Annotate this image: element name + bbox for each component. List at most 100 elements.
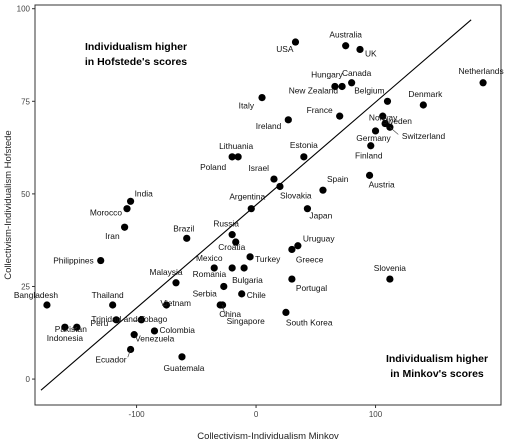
point-label-italy: Italy bbox=[239, 101, 255, 111]
point-label-netherlands: Netherlands bbox=[458, 66, 503, 76]
point-netherlands bbox=[479, 79, 487, 87]
leader-line-trinidad-and-tobago bbox=[132, 319, 142, 322]
y-axis-title: Collectivism-Individualism Hofstede bbox=[3, 130, 14, 279]
point-philippines bbox=[97, 256, 105, 265]
point-label-ecuador: Ecuador bbox=[95, 354, 126, 364]
plot-panel bbox=[34, 4, 502, 406]
point-poland bbox=[228, 153, 236, 161]
point-label-croatia: Croatia bbox=[218, 242, 245, 252]
point-label-usa: USA bbox=[276, 44, 294, 54]
point-label-switzerland: Switzerland bbox=[402, 131, 446, 141]
point-label-peru: Peru bbox=[91, 318, 109, 328]
point-label-venezuela: Venezuela bbox=[135, 334, 174, 344]
point-label-trinidad-and-tobago: Trinidad and Tobago bbox=[91, 314, 167, 324]
point-label-colombia: Colombia bbox=[159, 325, 195, 335]
y-tick-label: 75 bbox=[21, 97, 30, 106]
point-label-singapore: Singapore bbox=[227, 316, 266, 326]
point-portugal bbox=[288, 275, 296, 283]
point-label-sweden: Sweden bbox=[382, 116, 413, 126]
point-label-greece: Greece bbox=[296, 254, 324, 264]
point-morocco bbox=[123, 205, 131, 213]
point-label-morocco: Morocco bbox=[90, 208, 122, 218]
x-axis-title: Collectivism-Individualism Minkov bbox=[197, 431, 339, 442]
point-uk bbox=[356, 45, 364, 54]
x-axis: -100 0 100 bbox=[129, 405, 383, 419]
point-bangladesh bbox=[43, 301, 51, 309]
point-sweden bbox=[379, 112, 387, 120]
point-ireland bbox=[284, 116, 292, 124]
point-indonesia bbox=[61, 323, 69, 331]
annotation-hofstede-higher: Individualism higher in Hofstede's scores bbox=[85, 41, 187, 68]
point-label-chile: Chile bbox=[247, 290, 266, 300]
point-label-bulgaria: Bulgaria bbox=[232, 275, 263, 285]
y-tick-label: 0 bbox=[26, 375, 31, 384]
point-label-romania: Romania bbox=[193, 269, 227, 279]
point-france bbox=[336, 112, 344, 120]
point-label-uruguay: Uruguay bbox=[303, 234, 335, 244]
point-label-philippines: Philippines bbox=[53, 256, 94, 266]
point-denmark bbox=[419, 101, 427, 109]
y-tick-label: 50 bbox=[21, 190, 30, 199]
leader-line-singapore bbox=[222, 304, 226, 317]
point-austria bbox=[365, 171, 374, 179]
point-bulgaria bbox=[240, 264, 248, 272]
point-romania bbox=[228, 264, 236, 272]
point-label-slovakia: Slovakia bbox=[280, 190, 312, 200]
point-label-japan: Japan bbox=[309, 211, 332, 221]
point-south-korea bbox=[282, 308, 290, 317]
point-label-indonesia: Indonesia bbox=[47, 333, 84, 343]
point-canada bbox=[348, 79, 356, 87]
point-argentina bbox=[247, 205, 255, 213]
point-italy bbox=[258, 93, 266, 102]
x-tick-label: -100 bbox=[129, 410, 146, 419]
point-label-austria: Austria bbox=[369, 179, 395, 189]
point-serbia bbox=[220, 282, 228, 291]
point-thailand bbox=[109, 301, 117, 309]
point-lithuania bbox=[234, 153, 242, 161]
point-label-bangladesh: Bangladesh bbox=[14, 290, 59, 300]
point-greece bbox=[288, 245, 296, 254]
point-finland bbox=[367, 142, 375, 150]
point-label-belgium: Belgium bbox=[354, 85, 384, 95]
leader-line-ecuador bbox=[127, 349, 131, 358]
point-new-zealand bbox=[338, 82, 346, 91]
point-label-china: China bbox=[219, 309, 241, 319]
annotation-minkov-higher: Individualism higher in Minkov's scores bbox=[386, 353, 488, 380]
point-japan bbox=[303, 205, 312, 213]
point-usa bbox=[291, 38, 300, 46]
point-australia bbox=[342, 42, 350, 50]
point-slovenia bbox=[386, 275, 394, 283]
point-hungary bbox=[331, 82, 339, 91]
x-tick-label: 100 bbox=[369, 410, 383, 419]
point-label-germany: Germany bbox=[356, 133, 391, 143]
point-label-israel: Israel bbox=[248, 163, 269, 173]
point-label-denmark: Denmark bbox=[408, 89, 443, 99]
point-label-brazil: Brazil bbox=[173, 223, 194, 233]
point-india bbox=[126, 197, 135, 205]
point-spain bbox=[319, 186, 327, 194]
point-label-argentina: Argentina bbox=[229, 192, 265, 202]
leader-line-pakistan bbox=[72, 326, 77, 331]
annotation-line: Individualism higher bbox=[386, 353, 488, 365]
leader-line-switzerland bbox=[389, 126, 399, 135]
point-russia bbox=[228, 231, 236, 239]
point-label-iran: Iran bbox=[105, 231, 120, 241]
y-tick-label: 100 bbox=[17, 5, 31, 14]
point-label-estonia: Estonia bbox=[290, 140, 318, 150]
point-turkey bbox=[246, 253, 254, 261]
point-peru bbox=[112, 316, 120, 324]
point-label-thailand: Thailand bbox=[92, 290, 124, 300]
point-label-malaysia: Malaysia bbox=[149, 267, 182, 277]
point-colombia bbox=[150, 327, 159, 335]
point-label-mexico: Mexico bbox=[196, 253, 223, 263]
point-germany bbox=[371, 127, 380, 135]
point-label-hungary: Hungary bbox=[311, 69, 343, 79]
point-label-slovenia: Slovenia bbox=[374, 263, 406, 273]
point-label-spain: Spain bbox=[327, 174, 349, 184]
point-label-serbia: Serbia bbox=[193, 288, 218, 298]
annotation-line: in Hofstede's scores bbox=[85, 56, 187, 68]
point-uruguay bbox=[294, 242, 302, 250]
trend-line bbox=[40, 19, 472, 391]
point-guatemala bbox=[178, 353, 186, 361]
